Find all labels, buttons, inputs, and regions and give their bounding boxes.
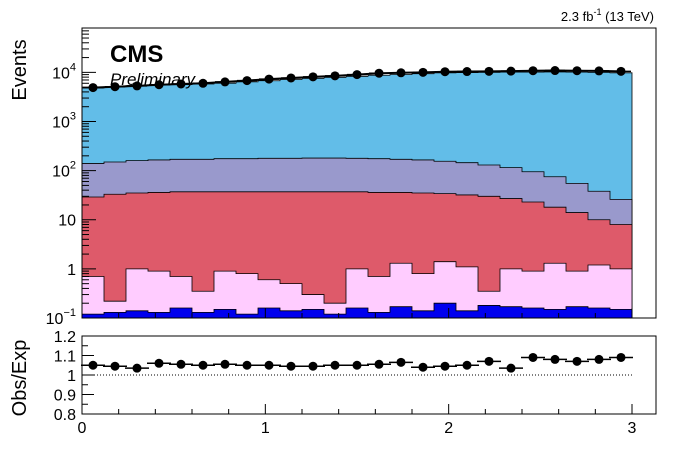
data-point xyxy=(198,78,208,88)
main-y-axis: 10−1 1 10 102 103 104 xyxy=(46,27,96,328)
ratio-point xyxy=(440,361,450,371)
data-point xyxy=(418,67,428,77)
x-tick-label: 2 xyxy=(444,420,453,437)
ratio-point xyxy=(418,362,428,372)
data-point xyxy=(132,81,142,91)
x-tick-label: 0 xyxy=(78,420,87,437)
ratio-point xyxy=(154,358,164,368)
ratio-point xyxy=(330,360,340,370)
ratio-point xyxy=(616,352,626,362)
ratio-point xyxy=(132,363,142,373)
ratio-point xyxy=(374,359,384,369)
lumi-energy-text: (13 TeV) xyxy=(605,9,654,24)
y-tick-label: 10−1 xyxy=(46,307,76,328)
data-point xyxy=(506,66,516,76)
main-y-axis-label: Events xyxy=(9,39,31,100)
data-point xyxy=(264,74,274,84)
ratio-point xyxy=(462,360,472,370)
ratio-x-axis: 0 1 2 3 xyxy=(78,404,637,437)
data-point xyxy=(462,67,472,77)
y-tick-label: 102 xyxy=(52,160,76,181)
data-point xyxy=(220,77,230,87)
ratio-point xyxy=(528,352,538,362)
ratio-y-axis: 0.8 0.9 1 1.1 1.2 xyxy=(54,329,94,424)
x-tick-label: 3 xyxy=(628,420,637,437)
y-tick-label: 104 xyxy=(52,61,76,82)
data-point xyxy=(440,67,450,77)
ratio-y-tick-label: 1.1 xyxy=(54,349,76,366)
ratio-point xyxy=(550,354,560,364)
data-point xyxy=(572,66,582,76)
data-point xyxy=(528,66,538,76)
ratio-point xyxy=(484,356,494,366)
data-point xyxy=(550,66,560,76)
ratio-point xyxy=(594,354,604,364)
data-point xyxy=(396,68,406,78)
ratio-point xyxy=(286,361,296,371)
data-point xyxy=(176,79,186,89)
ratio-y-tick-label: 0.8 xyxy=(54,407,76,424)
ratio-point xyxy=(396,357,406,367)
ratio-point xyxy=(198,360,208,370)
ratio-frame xyxy=(81,335,657,415)
ratio-y-tick-label: 1 xyxy=(67,368,76,385)
preliminary-label: Preliminary xyxy=(110,70,197,89)
data-point xyxy=(374,68,384,78)
cms-label: CMS xyxy=(110,41,163,68)
stacked-histogram xyxy=(81,71,633,319)
data-point xyxy=(594,66,604,76)
ratio-point xyxy=(110,361,120,371)
lumi-value: 2.3 fb xyxy=(561,9,594,24)
data-point xyxy=(616,66,626,76)
data-point xyxy=(484,66,494,76)
ratio-point xyxy=(176,359,186,369)
stack-layer-1 xyxy=(81,302,633,319)
ratio-point xyxy=(572,356,582,366)
data-point xyxy=(242,76,252,86)
ratio-y-tick-label: 1.2 xyxy=(54,329,76,346)
data-point xyxy=(110,82,120,92)
data-point xyxy=(88,83,98,93)
luminosity-label: 2.3 fb-1 (13 TeV) xyxy=(561,7,654,24)
data-point xyxy=(154,80,164,90)
x-tick-label: 1 xyxy=(261,420,270,437)
ratio-point xyxy=(264,360,274,370)
ratio-point xyxy=(506,363,516,373)
y-tick-label: 1 xyxy=(67,262,76,279)
ratio-point xyxy=(220,359,230,369)
main-x-ticks xyxy=(81,308,633,318)
y-tick-label: 103 xyxy=(52,110,76,131)
lumi-exponent: -1 xyxy=(593,7,601,17)
data-point xyxy=(330,71,340,81)
data-point xyxy=(308,72,318,82)
data-point xyxy=(286,73,296,83)
ratio-point xyxy=(352,360,362,370)
stack-layer-2 xyxy=(81,261,633,319)
data-point xyxy=(352,70,362,80)
ratio-point xyxy=(242,360,252,370)
data-points xyxy=(83,66,631,93)
ratio-points xyxy=(81,352,633,373)
ratio-point xyxy=(308,361,318,371)
ratio-y-tick-label: 0.9 xyxy=(54,388,76,405)
ratio-point xyxy=(88,360,98,370)
ratio-y-axis-label: Obs/Exp xyxy=(9,340,31,417)
ratio-panel: 0.8 0.9 1 1.1 1.2 0 1 2 3 Obs/Exp xyxy=(9,329,657,437)
y-tick-label: 10 xyxy=(58,213,76,230)
